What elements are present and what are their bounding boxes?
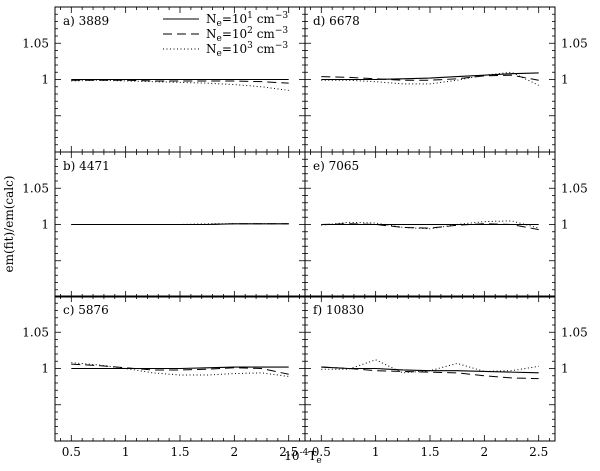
x-tick-label: 2 (231, 445, 239, 459)
panel-label: a) 3889 (63, 14, 109, 28)
y-tick-label: 1 (561, 73, 569, 87)
series-line-dotted (321, 71, 539, 86)
y-axis-label: em(fit)/em(calc) (2, 176, 16, 273)
x-tick-label: 1 (122, 445, 130, 459)
y-tick-label: 1.05 (561, 36, 588, 50)
legend-entry: Ne=103 cm−3 (206, 41, 288, 59)
series-line-dotted (71, 362, 289, 377)
panel-label: c) 5876 (63, 303, 109, 317)
x-tick-label: 0.5 (62, 445, 81, 459)
y-tick-label: 1 (41, 73, 49, 87)
y-tick-label: 1 (561, 362, 569, 376)
panel: 1.05 1 d) 6678 (304, 6, 588, 153)
series-line-dotted (71, 79, 289, 91)
panel-label: f) 10830 (313, 303, 364, 317)
panel: 1.05 1 0.5 1 1.5 2 2.5 c) 5876 (22, 295, 306, 459)
series-line-dashed (71, 223, 289, 225)
panel: 1.05 1 e) 7065 (304, 151, 588, 298)
x-axis-label: 10-4Te (284, 448, 321, 466)
y-tick-label: 1.05 (561, 325, 588, 339)
y-tick-label: 1 (41, 218, 49, 232)
series-line-dashed (321, 74, 539, 81)
x-tick-label: 2.5 (529, 445, 548, 459)
series-line-dotted (321, 220, 539, 230)
series-line-dashed (321, 223, 539, 231)
series-line-dotted (71, 223, 289, 225)
y-tick-label: 1.05 (22, 181, 49, 195)
panel: 1.05 1 0.5 1 1.5 2 2.5 f) 10830 (304, 295, 588, 459)
series-line-solid (321, 72, 539, 81)
y-tick-label: 1 (41, 362, 49, 376)
x-tick-label: 1 (372, 445, 380, 459)
panel: 1.05 1 b) 4471 (22, 151, 306, 298)
legend-entry: Ne=102 cm−3 (206, 26, 288, 44)
x-tick-label: 2 (481, 445, 489, 459)
series-line-dashed (71, 79, 289, 84)
series-line-dashed (71, 363, 289, 375)
series-line-solid (71, 366, 289, 370)
x-tick-label: 0.5 (312, 445, 331, 459)
y-tick-label: 1.05 (22, 325, 49, 339)
x-tick-label: 2.5 (279, 445, 298, 459)
x-tick-label: 1.5 (420, 445, 439, 459)
y-tick-label: 1 (561, 218, 569, 232)
series-line-solid (321, 366, 539, 374)
x-tick-label: 1.5 (170, 445, 189, 459)
legend: Ne=101 cm−3Ne=102 cm−3Ne=103 cm−3 (163, 11, 288, 59)
panel-label: d) 6678 (313, 14, 360, 28)
y-tick-label: 1.05 (22, 36, 49, 50)
series-line-dashed (321, 366, 539, 380)
panel-label: e) 7065 (313, 159, 359, 173)
panel-label: b) 4471 (63, 159, 110, 173)
legend-entry: Ne=101 cm−3 (206, 11, 288, 29)
y-tick-label: 1.05 (561, 181, 588, 195)
